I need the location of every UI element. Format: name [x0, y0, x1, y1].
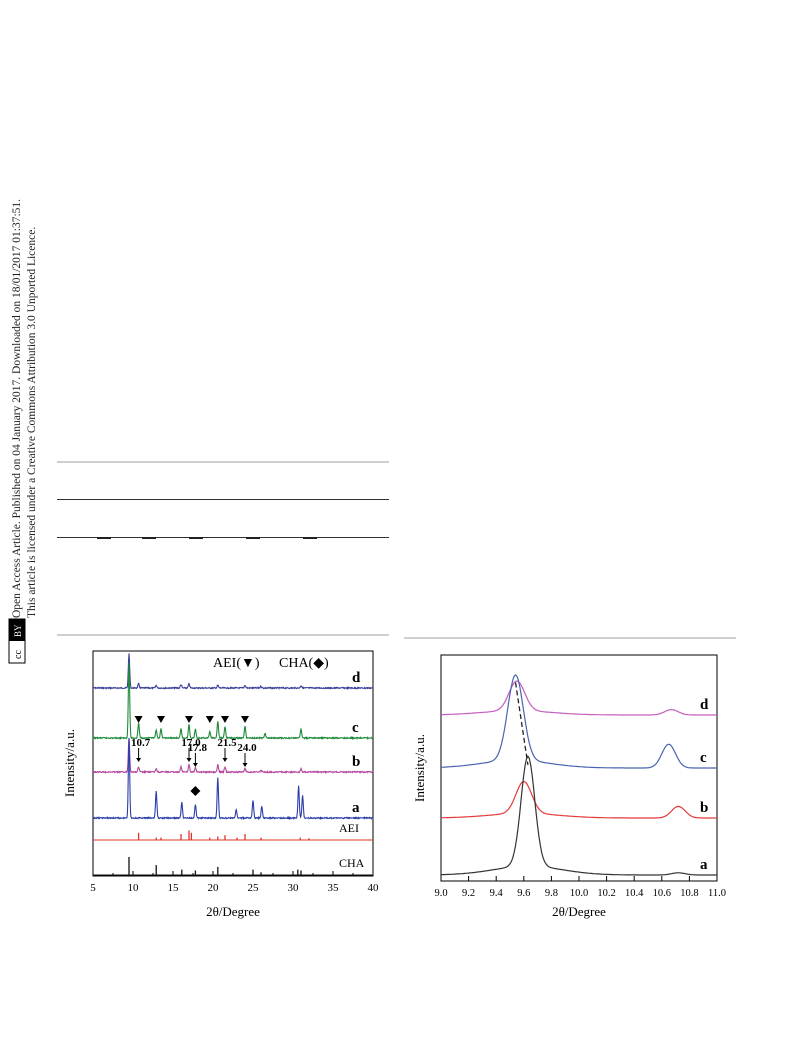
series-line-a	[440, 755, 717, 876]
x-tick-label: 40	[368, 882, 380, 894]
series-line-b	[92, 737, 374, 774]
x-tick-label: 9.8	[545, 888, 558, 899]
x-tick-label: 9.4	[490, 888, 504, 899]
x-tick-label: 10.4	[625, 888, 644, 899]
aei-marker	[157, 716, 165, 723]
x-tick-label: 10.2	[597, 888, 615, 899]
series-line-c	[92, 662, 374, 741]
series-label-d: d	[352, 670, 361, 686]
x-axis-label-left: 2θ/Degree	[206, 904, 260, 919]
aei-marker	[205, 716, 214, 723]
x-tick-label: 10	[128, 882, 140, 894]
x-tick-label: 20	[208, 882, 220, 894]
annotation-arrowhead	[192, 763, 198, 767]
x-tick-label: 9.2	[462, 888, 475, 899]
series-label-b: b	[352, 754, 360, 770]
x-tick-label: 15	[168, 882, 180, 894]
plot-frame-right	[440, 654, 718, 882]
x-axis-label-right: 2θ/Degree	[552, 904, 606, 919]
table-header-rule	[57, 499, 389, 500]
by-badge-label: BY	[13, 624, 23, 637]
sidebar-line-1: Open Access Article. Published on 04 Jan…	[11, 199, 23, 618]
x-tick-label: 9.0	[434, 888, 447, 899]
x-tick-label: 10.8	[680, 888, 698, 899]
x-tick-label: 35	[328, 882, 340, 894]
series-line-d	[92, 653, 374, 691]
table-cell-dash	[189, 537, 203, 539]
series-label-a: a	[700, 857, 708, 873]
y-axis-label-left: Intensity/a.u.	[62, 729, 77, 797]
reference-label-cha: CHA	[339, 856, 365, 870]
series-label-b: b	[700, 800, 708, 816]
aei-marker	[185, 716, 193, 723]
peak-annotation: 21.5	[217, 737, 237, 749]
legend-aei: AEI(▼)	[213, 656, 260, 671]
series-label-c: c	[352, 720, 359, 736]
series-label-a: a	[352, 800, 360, 816]
table-top-rule	[57, 461, 389, 463]
figure-top-rule-left	[57, 634, 389, 636]
peak-annotation: 17.8	[188, 742, 208, 754]
x-tick-label: 30	[288, 882, 300, 894]
cha-marker	[190, 786, 201, 796]
xrd-chart-right: 9.0 9.2 9.4 9.6 9.8 10.0 10.2 10.4 10.6 10.8 11.0 …	[412, 654, 726, 919]
aei-marker	[221, 716, 229, 723]
peak-annotation: 10.7	[131, 737, 151, 749]
aei-marker	[241, 716, 249, 723]
x-tick-label: 10.0	[570, 888, 588, 899]
series-label-c: c	[700, 750, 707, 766]
annotation-arrowhead	[136, 758, 142, 762]
figure-top-rule-right	[404, 637, 736, 639]
x-tick-label: 10.6	[653, 888, 671, 899]
cc-badge: cc BY	[8, 618, 26, 664]
x-tick-label: 25	[248, 882, 260, 894]
annotation-arrowhead	[242, 763, 248, 767]
x-tick-label: 5	[90, 882, 96, 894]
series-line-d	[441, 680, 717, 716]
sidebar-line-2: This article is licensed under a Creativ…	[26, 227, 38, 618]
series-label-d: d	[700, 697, 709, 713]
annotation-arrowhead	[222, 758, 228, 762]
table-cell-dash	[142, 537, 156, 539]
reference-label-aei: AEI	[339, 821, 359, 835]
table-cell-dash	[246, 537, 260, 539]
annotation-arrowhead	[186, 758, 192, 762]
table-bottom-rule	[57, 537, 389, 538]
x-tick-label: 9.6	[517, 888, 530, 899]
table-cell-dash	[303, 537, 317, 539]
legend-cha: CHA(◆)	[279, 656, 329, 671]
table-cell-dash	[97, 537, 111, 539]
cc-badge-label: cc	[13, 650, 24, 659]
series-line-b	[440, 780, 717, 819]
y-axis-label-right: Intensity/a.u.	[412, 734, 427, 802]
plot-frame-left	[92, 650, 374, 877]
series-line-c	[440, 674, 717, 769]
aei-marker	[134, 716, 143, 723]
peak-shift-guide	[514, 682, 529, 766]
peak-annotation: 17.0	[181, 737, 201, 749]
peak-annotation: 24.0	[237, 742, 257, 754]
series-line-a	[92, 738, 374, 821]
x-tick-label: 11.0	[708, 888, 726, 899]
xrd-chart-left: 5 10 15 20 25 30 35 40 d c b a AEI CHA 10.7 17.017.8 2…	[62, 650, 380, 919]
